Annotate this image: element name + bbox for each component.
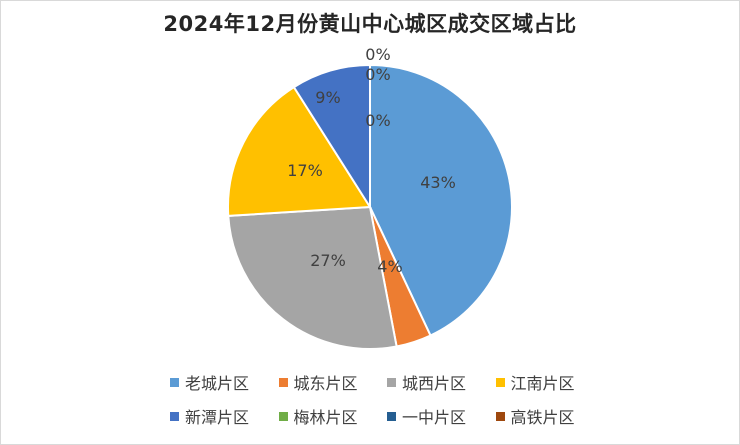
legend-item-6: 梅林片区 (278, 404, 374, 428)
legend-label: 梅林片区 (293, 408, 358, 427)
legend-item-4: 江南片区 (495, 370, 591, 394)
legend-label: 一中片区 (402, 408, 467, 427)
data-label-2: 4% (377, 257, 402, 276)
legend-label: 城西片区 (402, 374, 467, 393)
pie-slice-3 (227, 205, 398, 350)
data-label-5: 9% (315, 88, 340, 107)
legend-swatch (387, 377, 396, 387)
data-label-4: 17% (287, 161, 323, 180)
data-label-7: 0% (365, 65, 390, 84)
pie-slice-5 (292, 63, 371, 211)
legend-item-1: 老城片区 (170, 370, 265, 394)
legend-item-8: 高铁片区 (495, 404, 591, 428)
legend-item-5: 新潭片区 (170, 404, 265, 428)
legend-label: 老城片区 (185, 374, 250, 393)
legend-label: 城东片区 (293, 374, 358, 393)
chart-title: 2024年12月份黄山中心城区成交区域占比 (163, 12, 577, 36)
pie-slice-1 (369, 63, 513, 337)
data-label-8: 0% (365, 111, 390, 130)
legend-label: 江南片区 (510, 374, 575, 393)
legend-label: 新潭片区 (185, 408, 250, 427)
legend-swatch (387, 411, 396, 421)
legend-item-2: 城东片区 (278, 370, 374, 394)
legend-swatch (278, 411, 288, 421)
data-label-6: 0% (365, 45, 390, 64)
legend-swatch (170, 411, 179, 421)
legend-swatch (170, 377, 179, 387)
data-label-3: 27% (310, 251, 346, 270)
legend-label: 高铁片区 (510, 408, 575, 427)
data-label-1: 43% (420, 173, 456, 192)
legend-swatch (495, 377, 505, 387)
legend-item-7: 一中片区 (387, 404, 482, 428)
legend-item-3: 城西片区 (387, 370, 482, 394)
pie-slice-4 (227, 85, 372, 217)
legend-swatch (495, 411, 505, 421)
chart-legend: 老城片区 城东片区 城西片区 江南片区新潭片区 梅林片区 一中片区 高铁片区 (170, 370, 590, 428)
legend-swatch (278, 377, 288, 387)
